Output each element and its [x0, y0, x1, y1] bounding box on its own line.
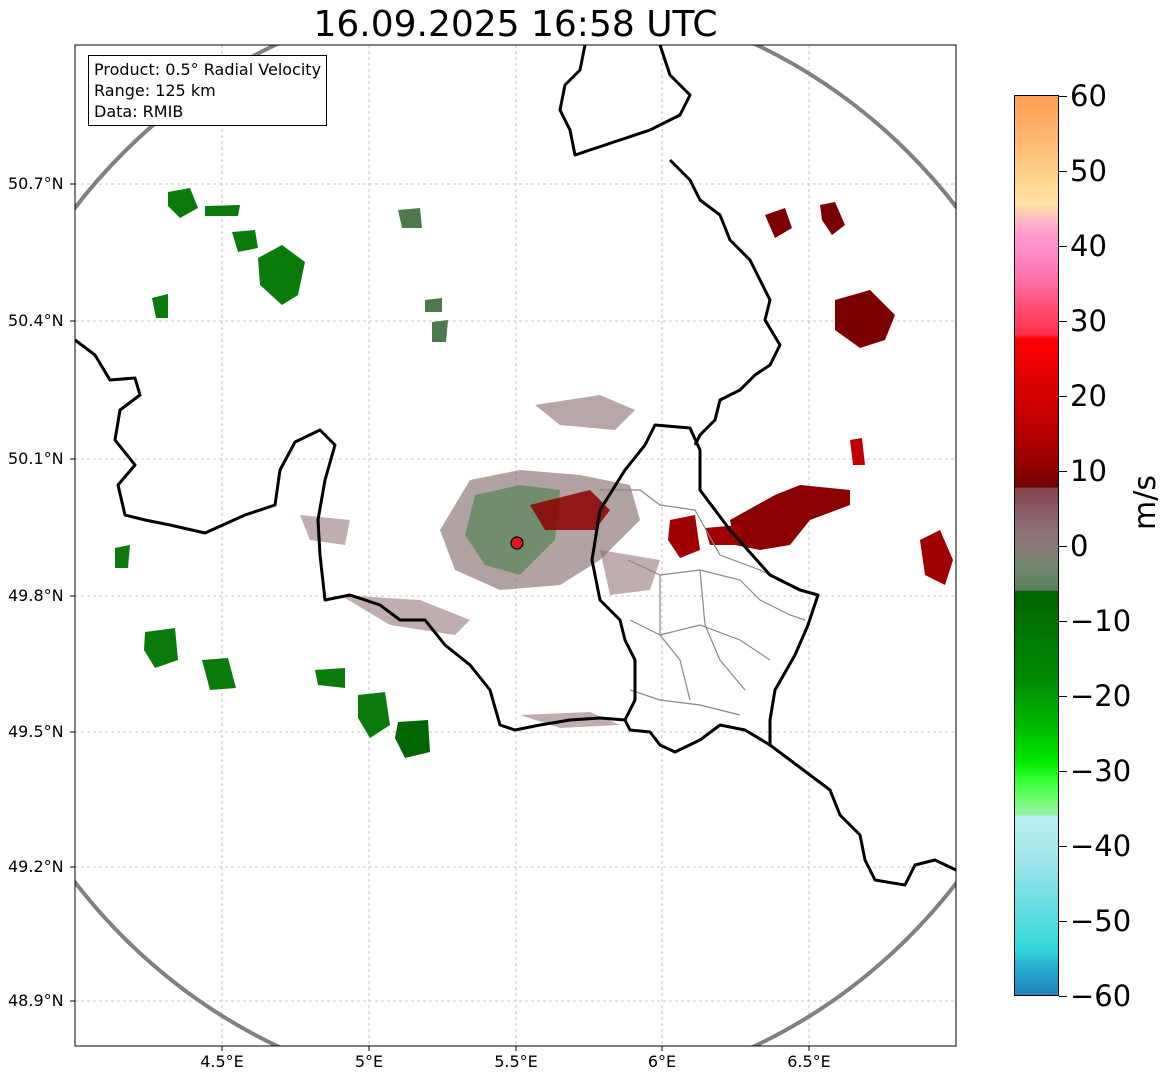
colorbar-label-10: 10	[1070, 454, 1107, 488]
info-range: Range: 125 km	[94, 81, 216, 100]
map-title: 16.09.2025 16:58 UTC	[313, 4, 718, 45]
colorbar-label-0: 0	[1070, 529, 1089, 563]
info-box: Product: 0.5° Radial Velocity Range: 125…	[88, 55, 328, 126]
lat-label-48-9: 48.9°N	[8, 991, 64, 1010]
lon-label-6: 6°E	[647, 1052, 677, 1071]
colorbar-label-50: 50	[1070, 154, 1107, 188]
gridlines	[75, 45, 956, 1046]
colorbar-label-20: 20	[1070, 379, 1107, 413]
colorbar-label-30: 30	[1070, 304, 1107, 338]
colorbar-label-60: 60	[1070, 79, 1107, 113]
velocity-colorbar	[1014, 95, 1059, 996]
radar-site-marker	[510, 536, 524, 550]
lon-label-5-5: 5.5°E	[494, 1052, 538, 1071]
national-borders	[75, 45, 956, 887]
lon-label-4-5: 4.5°E	[200, 1052, 244, 1071]
echoes-approaching	[115, 188, 448, 758]
colorbar-label-minus-30: −30	[1070, 754, 1132, 788]
lat-label-49-5: 49.5°N	[8, 722, 64, 741]
lon-label-6-5: 6.5°E	[787, 1052, 831, 1071]
info-product: Product: 0.5° Radial Velocity	[94, 60, 322, 79]
colorbar-label-minus-50: −50	[1070, 904, 1132, 938]
colorbar-label-minus-60: −60	[1070, 979, 1132, 1013]
colorbar-label-minus-20: −20	[1070, 679, 1132, 713]
lat-label-49-2: 49.2°N	[8, 857, 64, 876]
lon-label-5: 5°E	[354, 1052, 384, 1071]
colorbar-unit-label: m/s	[1128, 475, 1163, 530]
lat-label-50-4: 50.4°N	[8, 311, 64, 330]
lat-label-49-8: 49.8°N	[8, 586, 64, 605]
colorbar-label-minus-10: −10	[1070, 604, 1132, 638]
axis-ticks	[70, 183, 810, 1051]
colorbar-label-40: 40	[1070, 229, 1107, 263]
colorbar-label-minus-40: −40	[1070, 829, 1132, 863]
info-data-source: Data: RMIB	[94, 102, 184, 121]
lat-label-50-1: 50.1°N	[8, 449, 64, 468]
lat-label-50-7: 50.7°N	[8, 174, 64, 193]
echoes-near-radar	[300, 395, 660, 728]
